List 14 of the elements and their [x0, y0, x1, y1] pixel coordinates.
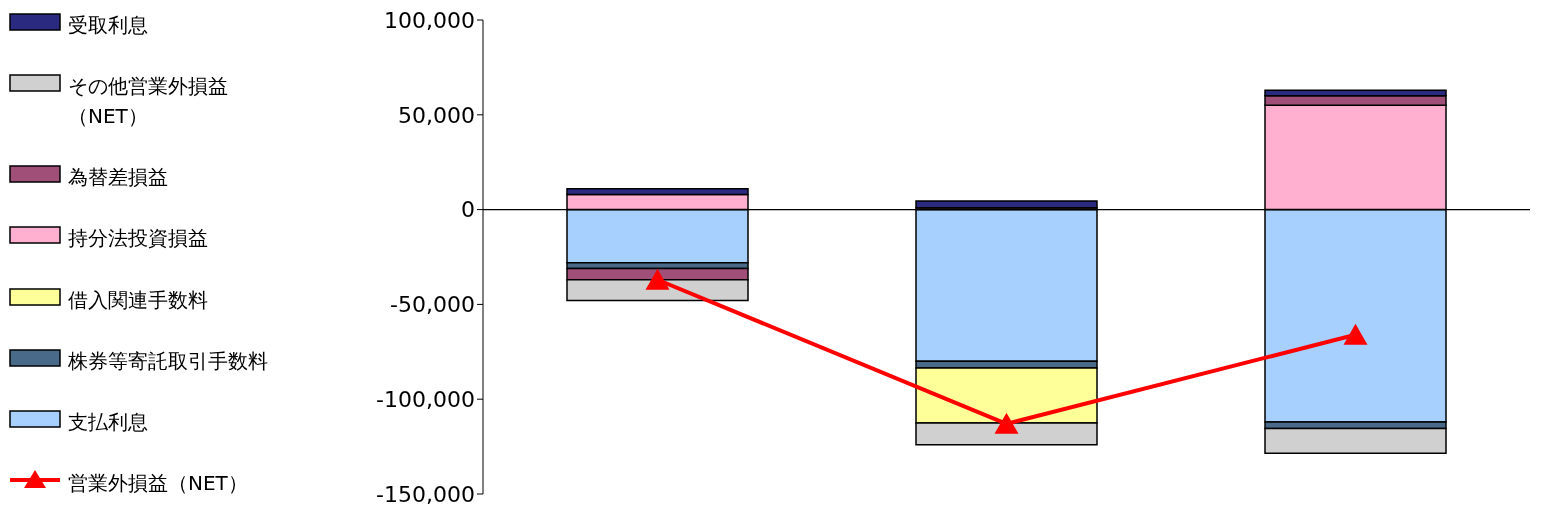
legend-label: 支払利息: [68, 408, 149, 436]
y-tick-label: -100,000: [376, 387, 475, 413]
y-tick-label: 0: [461, 197, 475, 223]
y-tick-label: -50,000: [390, 292, 475, 318]
legend-label: 営業外損益（NET）: [68, 470, 249, 497]
y-tick-label: -150,000: [376, 481, 475, 507]
legend-label: その他営業外損益（NET）: [68, 73, 229, 131]
legend-label: 受取利息: [68, 12, 149, 39]
legend-label: 為替差損益: [68, 164, 169, 192]
legend-label: 借入関連手数料: [68, 286, 209, 314]
y-tick-label: 50,000: [398, 102, 475, 128]
legend-label: 株券等寄託取引手数料: [68, 347, 269, 375]
y-tick-label: 100,000: [384, 7, 475, 33]
legend-label: 持分法投資損益: [68, 225, 209, 253]
